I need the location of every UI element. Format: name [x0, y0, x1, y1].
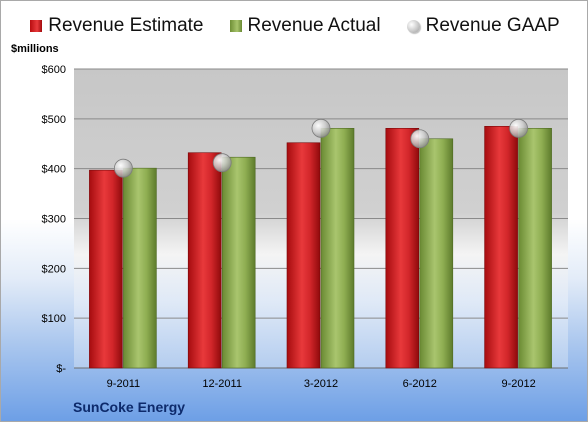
legend-item-gaap: Revenue GAAP — [406, 15, 560, 37]
x-tick-label: 6-2012 — [403, 378, 437, 390]
bar-revenue-actual — [518, 128, 552, 369]
marker-revenue-gaap — [410, 129, 430, 149]
legend-marker-gaap — [406, 19, 420, 33]
legend-label-estimate: Revenue Estimate — [48, 15, 204, 36]
y-axis-unit-label: $millions — [11, 43, 59, 55]
bar-revenue-estimate — [89, 169, 123, 369]
x-tick-label: 12-2011 — [202, 378, 242, 390]
bar-revenue-estimate — [286, 142, 321, 369]
x-tick-label: 9-2011 — [107, 378, 140, 390]
bar-revenue-actual — [320, 128, 355, 369]
y-tick-label: $100 — [42, 313, 66, 325]
y-tick-label: $600 — [42, 64, 66, 76]
y-tick-label: $300 — [42, 214, 66, 226]
legend-item-estimate: Revenue Estimate — [30, 15, 204, 37]
legend-swatch-actual — [229, 20, 242, 32]
marker-revenue-gaap — [311, 118, 331, 138]
y-tick-label: $- — [56, 363, 66, 375]
company-name: SunCoke Energy — [73, 399, 186, 415]
bar-revenue-actual — [221, 156, 256, 369]
y-tick-label: $200 — [42, 263, 66, 275]
bar-revenue-actual — [419, 138, 454, 369]
bar-revenue-estimate — [385, 128, 420, 369]
y-tick-label: $400 — [42, 164, 66, 176]
x-tick-label: 9-2012 — [501, 378, 535, 390]
y-tick-label: $500 — [42, 114, 66, 126]
marker-revenue-gaap — [114, 158, 133, 178]
bar-revenue-estimate — [187, 152, 222, 369]
x-tick-label: 3-2012 — [304, 378, 338, 390]
bar-revenue-estimate — [484, 126, 518, 369]
marker-revenue-gaap — [212, 153, 232, 173]
legend-label-gaap: Revenue GAAP — [425, 15, 560, 36]
legend-swatch-estimate — [30, 20, 43, 32]
bar-revenue-actual — [123, 167, 157, 369]
chart-legend: Revenue Estimate Revenue Actual Revenue … — [1, 15, 588, 37]
marker-revenue-gaap — [509, 118, 528, 138]
legend-item-actual: Revenue Actual — [229, 15, 381, 37]
legend-label-actual: Revenue Actual — [247, 15, 381, 36]
